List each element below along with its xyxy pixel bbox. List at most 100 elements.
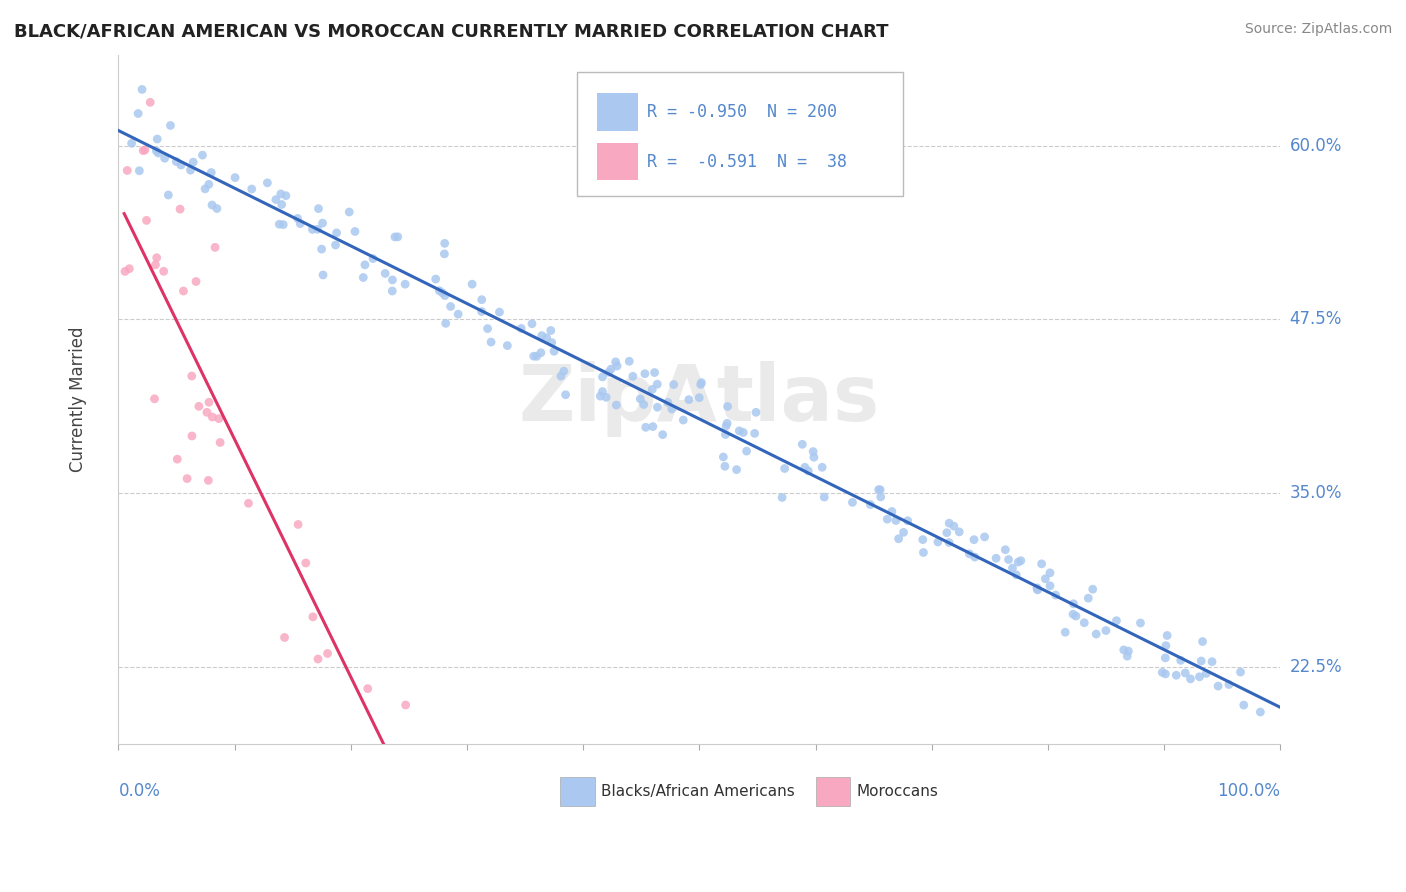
Point	[447, 307, 470, 321]
Point	[526, 349, 548, 363]
Point	[433, 288, 456, 302]
Point	[118, 261, 141, 276]
Point	[131, 82, 153, 96]
Point	[1191, 634, 1213, 648]
Point	[433, 247, 456, 261]
Point	[354, 258, 377, 272]
Point	[201, 198, 224, 212]
Point	[745, 405, 768, 419]
Point	[472, 811, 495, 825]
Point	[179, 163, 201, 178]
Point	[172, 284, 194, 298]
Point	[121, 136, 143, 151]
Point	[325, 226, 347, 240]
Point	[343, 225, 366, 239]
Bar	[560, 777, 595, 805]
Point	[1218, 677, 1240, 691]
Point	[1026, 581, 1049, 595]
Point	[728, 424, 751, 438]
Point	[1154, 639, 1177, 653]
Point	[912, 545, 935, 559]
Point	[520, 317, 543, 331]
Point	[146, 132, 169, 146]
Point	[714, 419, 737, 434]
Point	[1129, 615, 1152, 630]
Point	[647, 401, 669, 415]
Point	[803, 450, 825, 465]
Point	[1112, 643, 1135, 657]
Point	[868, 483, 890, 497]
Point	[115, 163, 138, 178]
Point	[165, 154, 187, 169]
Point	[634, 367, 657, 381]
Point	[256, 176, 278, 190]
Point	[352, 270, 374, 285]
Point	[1229, 665, 1251, 679]
Point	[1154, 651, 1177, 665]
Point	[427, 284, 450, 298]
Point	[287, 517, 309, 532]
Point	[661, 402, 683, 417]
Point	[148, 146, 170, 161]
Point	[204, 240, 226, 254]
Point	[859, 498, 882, 512]
Point	[716, 400, 738, 414]
Text: Blacks/African Americans: Blacks/African Americans	[600, 784, 794, 799]
Point	[337, 205, 360, 219]
Point	[711, 450, 734, 464]
Point	[434, 316, 457, 330]
Point	[200, 165, 222, 179]
Point	[134, 143, 156, 157]
Point	[132, 144, 155, 158]
Point	[145, 144, 167, 158]
Point	[644, 366, 666, 380]
Point	[1081, 582, 1104, 597]
Point	[1201, 655, 1223, 669]
Point	[938, 516, 960, 531]
Text: R =  -0.591  N =  38: R = -0.591 N = 38	[647, 153, 848, 171]
Point	[240, 182, 263, 196]
Point	[592, 370, 614, 384]
Point	[893, 525, 915, 540]
Point	[553, 364, 575, 378]
Point	[269, 217, 291, 231]
Point	[479, 334, 502, 349]
Point	[678, 392, 700, 407]
Point	[641, 419, 664, 434]
Point	[1045, 588, 1067, 602]
Point	[209, 435, 232, 450]
Point	[589, 389, 612, 403]
Text: 100.0%: 100.0%	[1218, 781, 1281, 800]
Point	[634, 420, 657, 434]
Point	[1249, 705, 1271, 719]
Point	[543, 344, 565, 359]
Point	[887, 532, 910, 546]
Point	[645, 377, 668, 392]
Point	[1116, 649, 1139, 664]
Point	[797, 464, 820, 478]
Point	[957, 547, 980, 561]
Point	[1189, 654, 1212, 668]
Point	[307, 222, 329, 236]
Point	[536, 331, 558, 345]
Point	[973, 530, 995, 544]
Point	[399, 867, 422, 881]
Point	[316, 647, 339, 661]
Point	[394, 698, 416, 712]
Point	[1180, 672, 1202, 686]
Point	[1077, 591, 1099, 606]
Point	[689, 377, 711, 392]
Point	[994, 542, 1017, 557]
Point	[381, 284, 404, 298]
Text: BLACK/AFRICAN AMERICAN VS MOROCCAN CURRENTLY MARRIED CORRELATION CHART: BLACK/AFRICAN AMERICAN VS MOROCCAN CURRE…	[14, 22, 889, 40]
Point	[153, 151, 176, 165]
Point	[311, 242, 333, 256]
Text: Source: ZipAtlas.com: Source: ZipAtlas.com	[1244, 22, 1392, 37]
Point	[1031, 557, 1053, 571]
Point	[166, 452, 188, 467]
Point	[176, 472, 198, 486]
Point	[152, 264, 174, 278]
Point	[876, 512, 898, 526]
Point	[307, 652, 329, 666]
Point	[1154, 667, 1177, 681]
